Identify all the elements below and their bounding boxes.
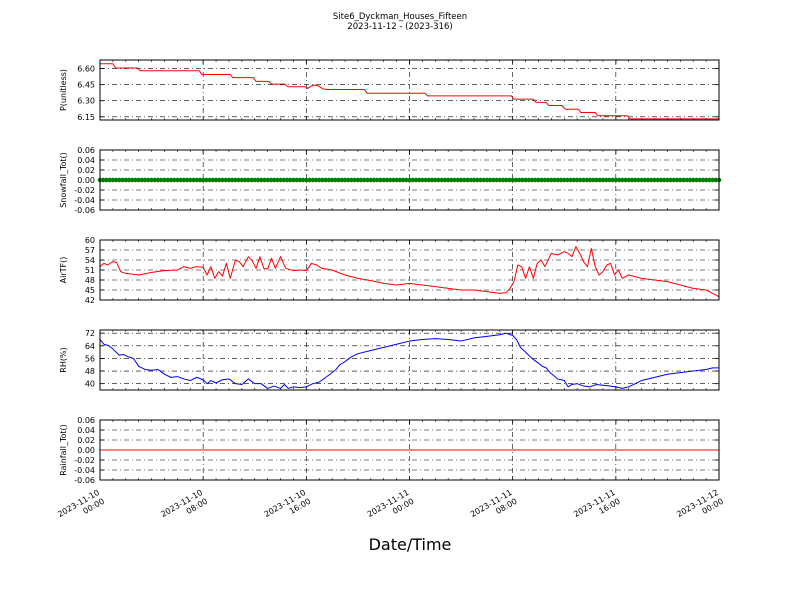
y-axis-label: RH(%) [59, 347, 68, 372]
y-tick-label: 48 [85, 367, 95, 376]
y-tick-label: 60 [85, 236, 95, 245]
y-axis-label: AirTF() [59, 257, 68, 284]
y-tick-label: 54 [85, 256, 95, 265]
y-tick-label: 0.00 [77, 176, 95, 185]
chart-subtitle: 2023-11-12 - (2023-316) [347, 22, 452, 32]
series-line [99, 332, 719, 389]
scatter-series [97, 177, 722, 183]
subplot-1: 6.15 6.30 6.45 6.60 P(unitless) [59, 59, 720, 122]
y-tick-label: 0.06 [77, 416, 95, 425]
y-tick-label: 64 [85, 342, 95, 351]
x-axis-label: Date/Time [369, 535, 452, 554]
subplot-4: 40 48 56 64 72 RH(%) [59, 329, 720, 391]
subplot-stack: 6.156.306.456.60P(unitless)-0.06-0.04-0.… [56, 59, 725, 519]
y-tick-label: 57 [85, 246, 95, 255]
plot-frame [99, 419, 720, 481]
y-axis-label: Rainfall_Tot() [59, 424, 68, 476]
y-axis-label: Snowfall_Tot() [59, 152, 68, 208]
y-tick-label: 51 [85, 266, 95, 275]
y-tick-label: -0.02 [74, 186, 95, 195]
plot-frame [99, 329, 720, 391]
y-tick-label: 0.04 [77, 156, 95, 165]
y-tick-label: -0.04 [74, 466, 95, 475]
series-line [100, 63, 719, 120]
plot-frame [99, 149, 720, 211]
y-tick-label: 6.15 [77, 113, 95, 122]
y-tick-label: 0.02 [77, 166, 95, 175]
y-tick-label: 45 [85, 286, 95, 295]
y-tick-label: 48 [85, 276, 95, 285]
y-tick-label: 0.06 [77, 146, 95, 155]
plot-frame [99, 59, 720, 121]
subplot-5: -0.06-0.04-0.020.000.020.040.06 Rainfall_… [59, 416, 720, 485]
y-tick-label: -0.04 [74, 196, 95, 205]
y-tick-label: 40 [85, 380, 95, 389]
y-tick-label: 0.04 [77, 426, 95, 435]
y-tick-label: 6.45 [77, 81, 95, 90]
y-tick-label: -0.02 [74, 456, 95, 465]
y-tick-label: 0.00 [77, 446, 95, 455]
series-line [99, 246, 720, 298]
y-tick-label: 72 [85, 329, 95, 338]
y-tick-label: -0.06 [74, 476, 95, 485]
y-tick-label: 56 [85, 354, 95, 363]
y-tick-label: 42 [85, 296, 95, 305]
y-tick-label: 6.30 [77, 97, 95, 106]
y-axis-label: P(unitless) [59, 69, 68, 111]
y-tick-label: -0.06 [74, 206, 95, 215]
plot-frame [99, 239, 720, 301]
subplot-2: -0.06-0.04-0.020.000.020.040.06 Snowfall_… [59, 146, 722, 215]
chart-title: Site6_Dyckman_Houses_Fifteen [333, 12, 467, 22]
y-tick-label: 0.02 [77, 436, 95, 445]
y-tick-label: 6.60 [77, 65, 95, 74]
